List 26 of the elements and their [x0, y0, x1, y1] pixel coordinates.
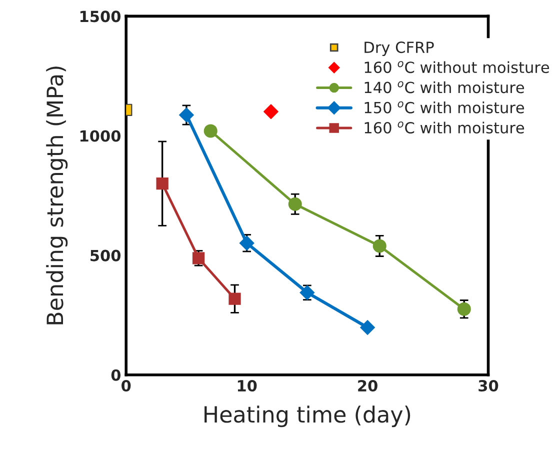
point	[192, 252, 205, 264]
point	[239, 236, 254, 250]
point	[372, 239, 386, 253]
point	[457, 302, 471, 316]
point	[179, 108, 194, 122]
point	[204, 124, 218, 138]
legend-label: 160 $^{o}$C without moisture	[364, 61, 550, 74]
x-axis-title: Heating time (day)	[204, 406, 410, 428]
y-tick-label: 1500	[80, 10, 121, 22]
point	[228, 292, 241, 305]
y-tick-label: 1000	[80, 130, 121, 142]
x-tick-label: 0	[122, 380, 131, 392]
y-axis-title: Bending strength (MPa)	[46, 66, 68, 324]
y-tick-label: 500	[90, 250, 121, 262]
legend-label: Dry CFRP	[364, 42, 434, 56]
x-tick-label: 30	[478, 380, 498, 392]
point	[288, 197, 302, 211]
legend-label: 140 $^{o}$C with moisture	[364, 81, 524, 94]
point	[264, 104, 278, 120]
y-tick-label: 0	[111, 369, 121, 381]
legend-label: 160 $^{o}$C with moisture	[364, 121, 524, 134]
point	[156, 177, 168, 190]
point	[360, 320, 375, 335]
x-tick-label: 10	[238, 380, 257, 392]
legend-label: 150 $^{o}$C with moisture	[364, 101, 524, 114]
x-tick-label: 20	[358, 380, 378, 392]
